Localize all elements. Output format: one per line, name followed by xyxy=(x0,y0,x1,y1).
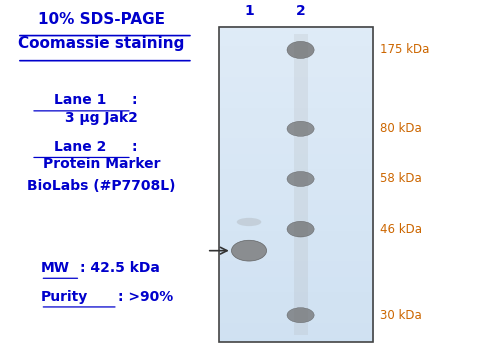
Ellipse shape xyxy=(231,240,266,261)
Ellipse shape xyxy=(236,218,261,226)
Text: Lane 1: Lane 1 xyxy=(54,93,106,107)
Ellipse shape xyxy=(287,221,313,237)
Text: : >90%: : >90% xyxy=(118,290,173,304)
Text: 175 kDa: 175 kDa xyxy=(380,44,429,57)
Text: :: : xyxy=(132,140,137,153)
Text: : 42.5 kDa: : 42.5 kDa xyxy=(80,261,160,275)
Ellipse shape xyxy=(287,308,313,323)
Text: Protein Marker: Protein Marker xyxy=(43,157,160,171)
Text: MW: MW xyxy=(40,261,69,275)
Bar xyxy=(218,27,372,342)
Text: 10% SDS-PAGE: 10% SDS-PAGE xyxy=(38,12,165,27)
Ellipse shape xyxy=(287,41,313,59)
Ellipse shape xyxy=(287,171,313,186)
Text: Coomassie staining: Coomassie staining xyxy=(18,36,184,51)
Text: Lane 2: Lane 2 xyxy=(54,140,106,153)
Text: 30 kDa: 30 kDa xyxy=(380,309,421,322)
Text: 58 kDa: 58 kDa xyxy=(380,172,421,185)
Text: 80 kDa: 80 kDa xyxy=(380,122,421,135)
Text: BioLabs (#P7708L): BioLabs (#P7708L) xyxy=(27,179,175,193)
Text: 3 μg Jak2: 3 μg Jak2 xyxy=(65,111,138,125)
Text: 1: 1 xyxy=(244,4,253,18)
Text: Purity: Purity xyxy=(40,290,87,304)
Bar xyxy=(293,34,307,335)
Text: :: : xyxy=(132,93,137,107)
Text: 46 kDa: 46 kDa xyxy=(380,222,421,236)
Ellipse shape xyxy=(287,121,313,136)
Text: 2: 2 xyxy=(295,4,305,18)
